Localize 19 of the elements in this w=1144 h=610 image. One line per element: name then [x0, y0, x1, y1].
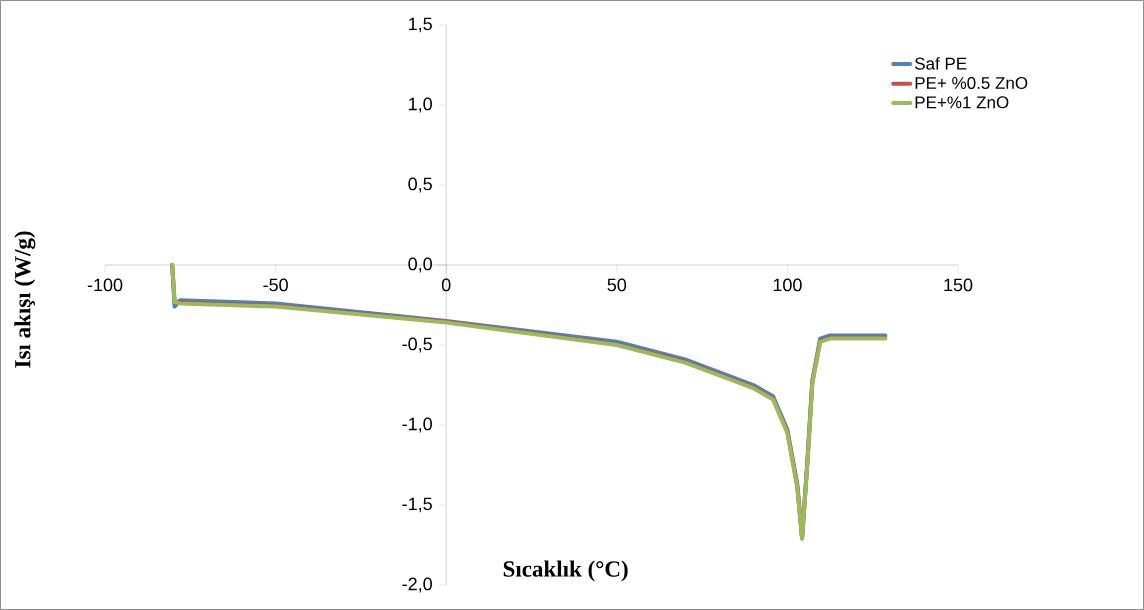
- y-tick-label: -0,5: [402, 337, 432, 353]
- legend-label: PE+%1 ZnO: [915, 96, 1009, 109]
- legend-label: PE+ %0.5 ZnO: [915, 76, 1028, 90]
- y-tick-label: -1,0: [402, 417, 432, 433]
- x-tick-label: 100: [773, 278, 802, 292]
- x-tick-label: -50: [263, 278, 288, 292]
- y-tick-label: -2,0: [402, 577, 432, 593]
- y-axis-title: Isı akışı (W/g): [14, 231, 36, 368]
- y-tick-label: 0,0: [408, 257, 432, 273]
- legend-label: Saf PE: [915, 57, 967, 70]
- y-tick-label: 1,5: [409, 17, 432, 33]
- x-axis-title: Sıcaklık (°C): [503, 560, 628, 582]
- x-tick-label: 50: [607, 278, 627, 292]
- y-tick-label: 0,5: [408, 177, 432, 193]
- x-tick-label: 150: [944, 278, 973, 292]
- y-tick-label: -1,5: [402, 497, 432, 513]
- x-tick-label: 0: [441, 278, 451, 292]
- x-tick-label: -100: [87, 278, 123, 292]
- y-tick-label: 1,0: [409, 97, 432, 113]
